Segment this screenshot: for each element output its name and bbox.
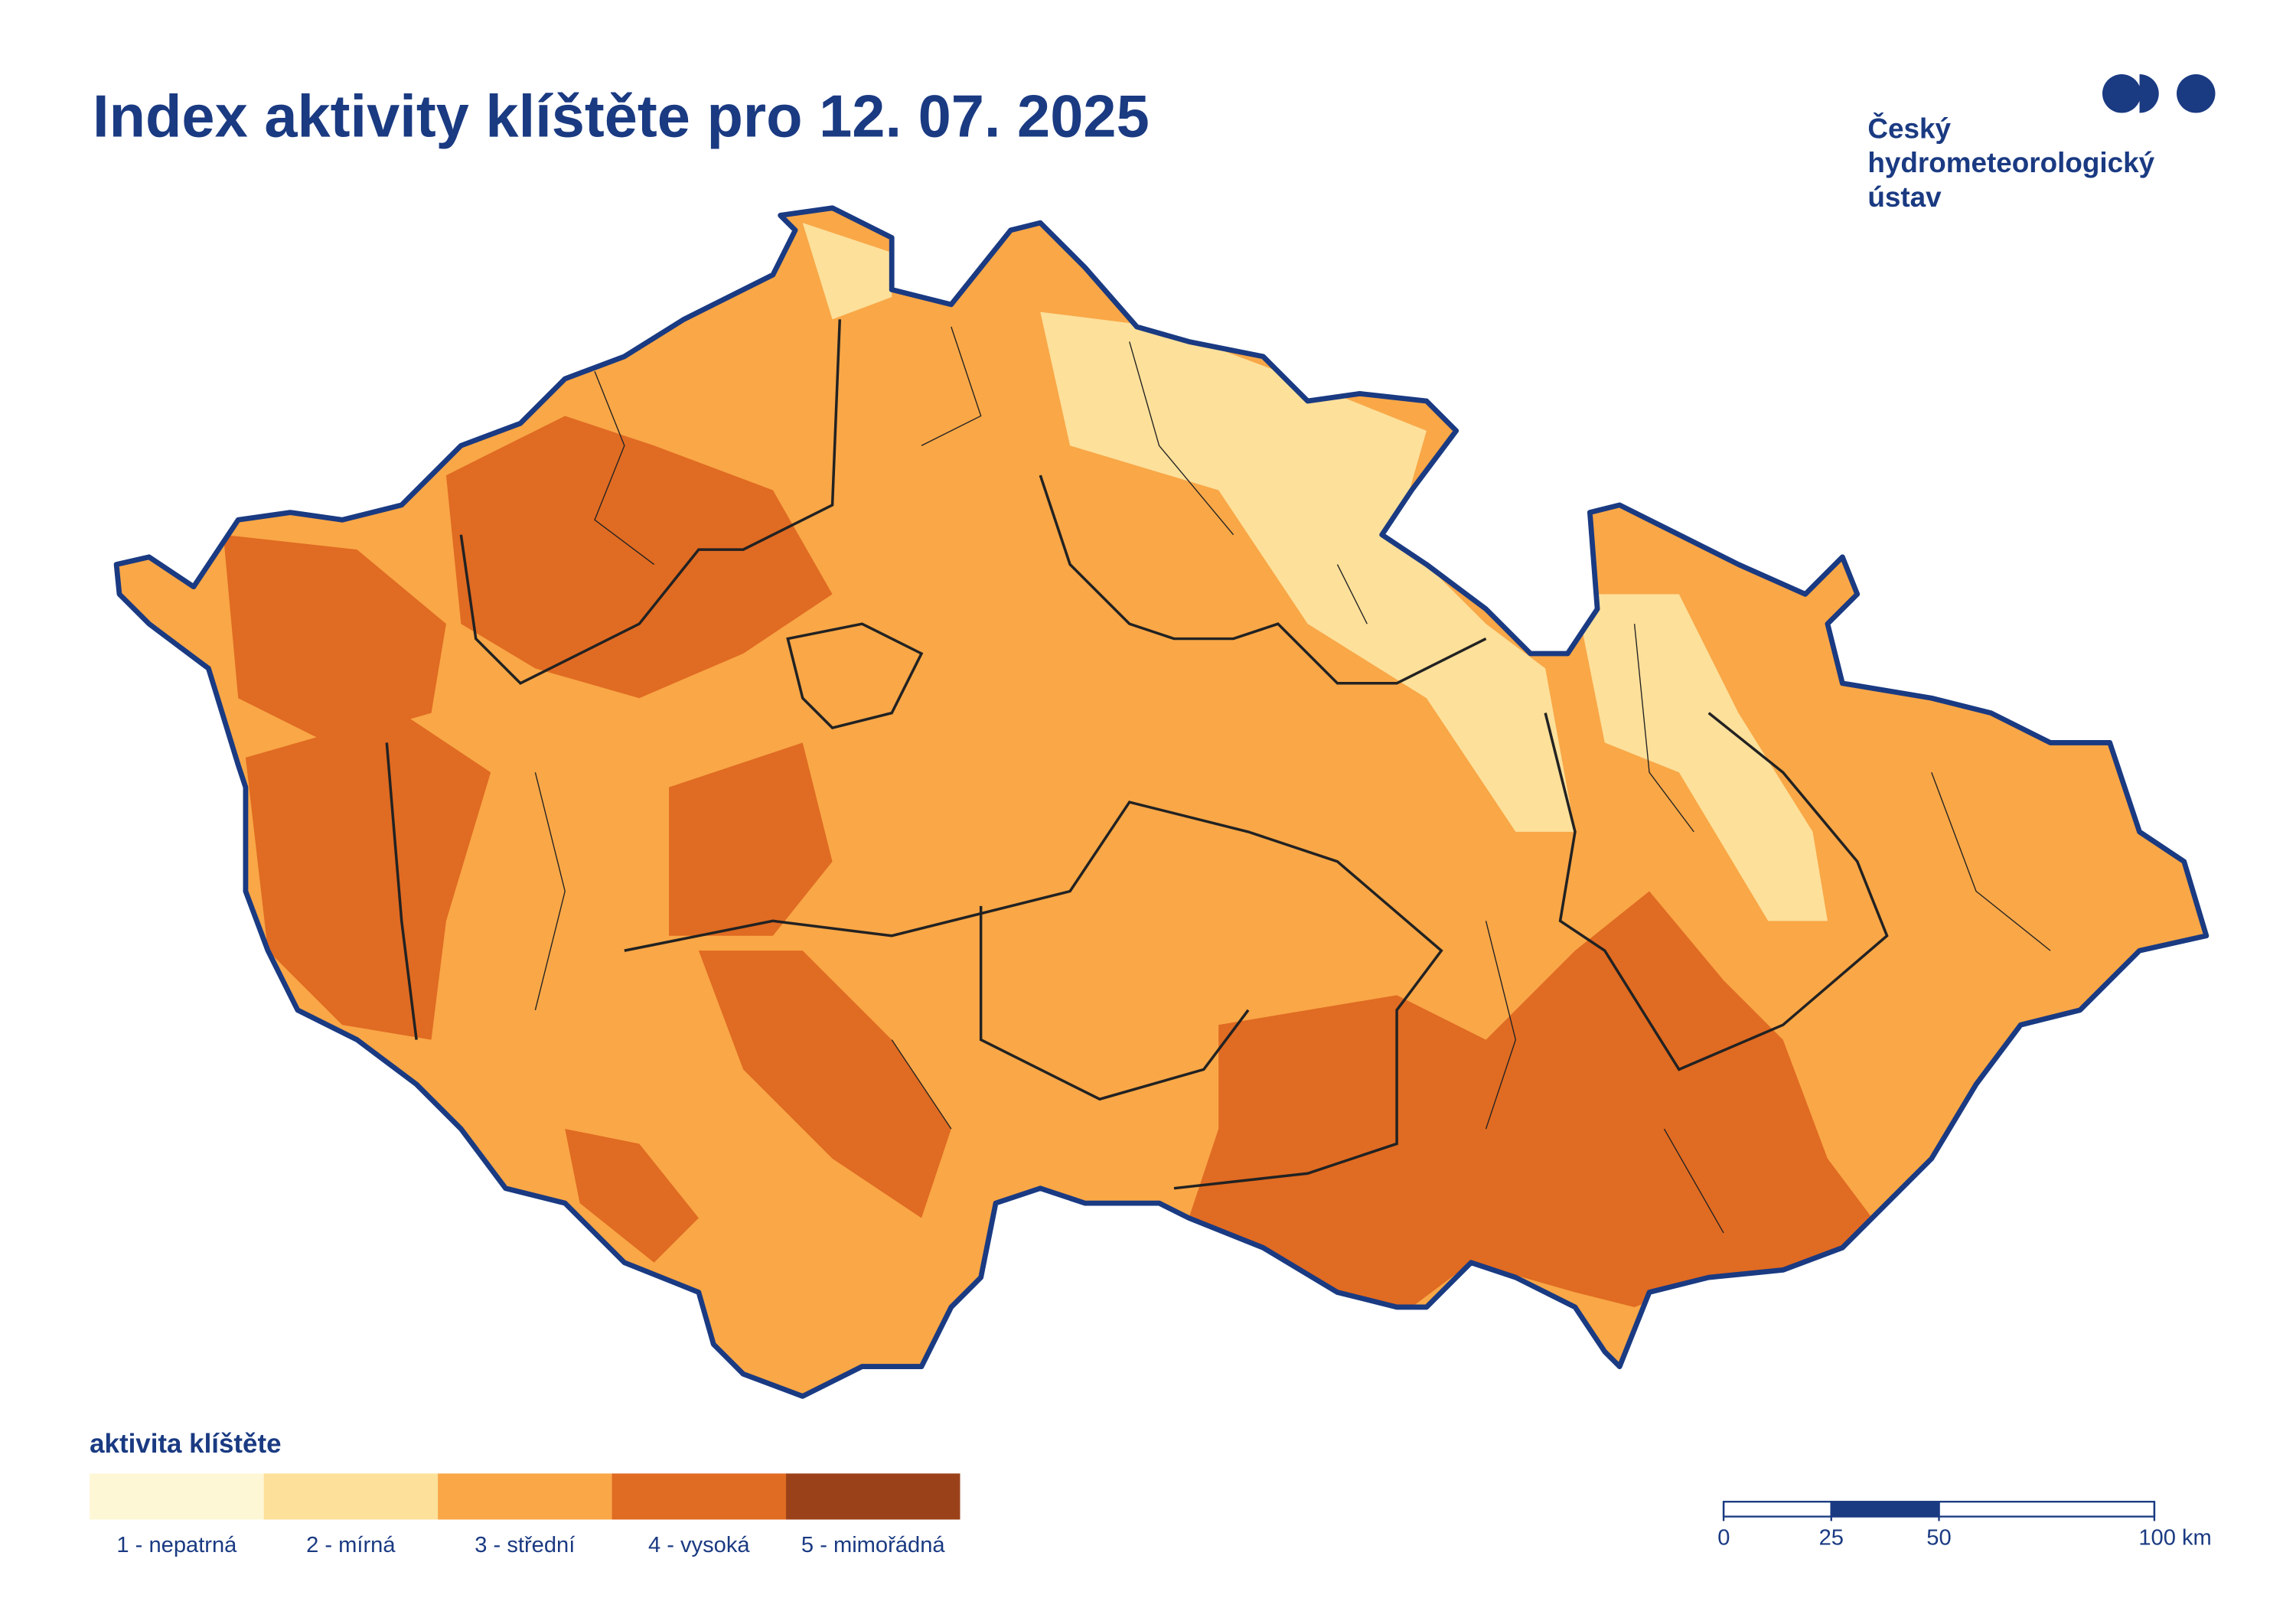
logo-text: Český (1867, 112, 1951, 144)
legend-label: 1 - nepatrná (116, 1533, 237, 1557)
region-border (979, 905, 1250, 1101)
logo-dot (2177, 74, 2216, 113)
legend-swatch (438, 1473, 612, 1520)
region-border (459, 319, 842, 685)
district-border (534, 326, 2051, 1234)
legend-swatch (90, 1473, 264, 1520)
legend-label: 5 - mimořádná (801, 1533, 945, 1557)
map-area (223, 534, 446, 743)
scale-label: 25 (1819, 1525, 1844, 1550)
map-area (669, 742, 833, 936)
region-borders (385, 319, 1889, 1190)
scale-label: 50 (1926, 1525, 1951, 1550)
map-area (1040, 311, 1575, 832)
region-border (1544, 712, 1889, 1071)
legend-title: aktivita klíštěte (90, 1429, 281, 1459)
scale-label: 0 (1717, 1525, 1730, 1550)
legend-swatch (612, 1473, 787, 1520)
legend: 1 - nepatrná 2 - mírná 3 - střední 4 - vyso… (90, 1473, 960, 1557)
scale-bar: 0 25 50 100 km (1717, 1501, 2212, 1550)
logo-dot (2102, 74, 2141, 113)
logo-half (2139, 74, 2159, 113)
map-area (1574, 594, 1828, 921)
legend-swatch (786, 1473, 960, 1520)
scale-segment (1722, 1501, 1832, 1518)
legend-label: 3 - střední (475, 1533, 575, 1557)
region-border (786, 622, 924, 729)
scale-segment (1830, 1501, 1940, 1518)
logo-text: ústav (1867, 181, 1942, 213)
region-border (1039, 474, 1487, 685)
map-area (1189, 891, 1873, 1307)
district-borders (534, 326, 2051, 1234)
map-fill (116, 207, 2206, 1397)
map-area (802, 223, 892, 320)
map-area (565, 1129, 699, 1263)
legend-label: 4 - vysoká (648, 1533, 750, 1557)
region-border (385, 742, 418, 1040)
map-area (445, 416, 833, 699)
legend-label: 2 - mírná (306, 1533, 396, 1557)
legend-swatch (263, 1473, 439, 1520)
region-border (624, 801, 1443, 1190)
scale-segment (1938, 1501, 2156, 1518)
scale-label: 100 km (2138, 1525, 2211, 1550)
map-area (698, 951, 951, 1218)
logo-text: hydrometeorologický (1867, 147, 2154, 178)
map-area (245, 713, 491, 1040)
title: Index aktivity klíštěte pro 12. 07. 2025 (93, 84, 1150, 150)
logo: Český hydrometeorologický ústav (1867, 74, 2216, 213)
